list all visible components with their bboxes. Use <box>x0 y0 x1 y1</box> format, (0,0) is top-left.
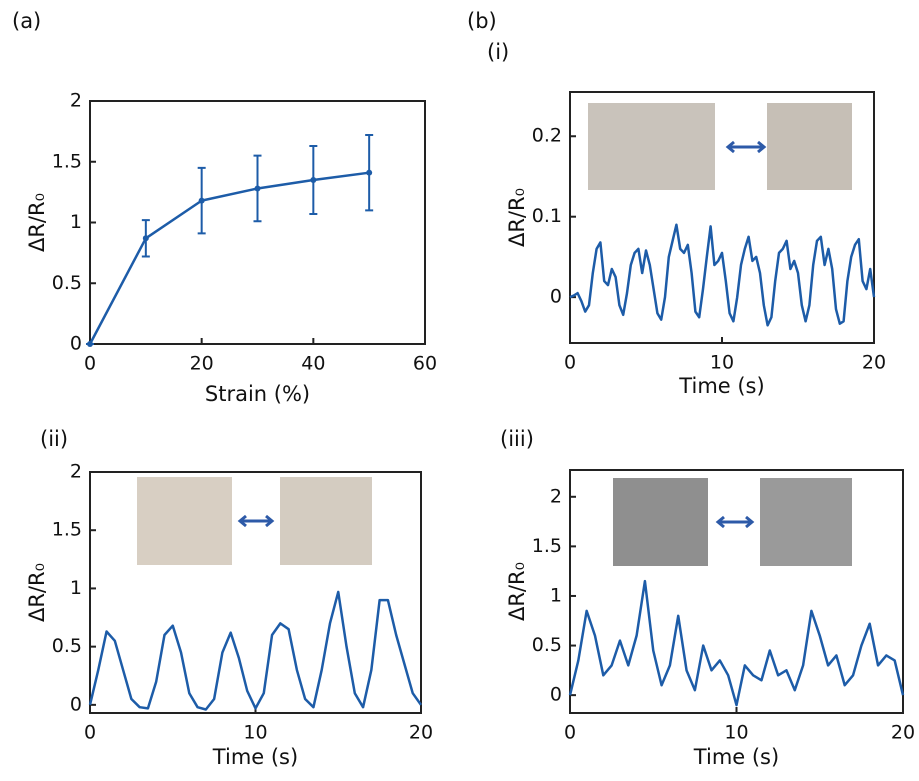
panel-label: (a) <box>12 9 41 33</box>
arrow <box>718 517 752 527</box>
x-tick-label: 20 <box>862 352 886 374</box>
figure: 020406000.511.52Strain (%)ΔR/R₀(a)010200… <box>0 0 919 781</box>
y-tick-label: 1.5 <box>52 150 82 172</box>
photo <box>767 103 852 190</box>
y-tick-label: 0 <box>70 693 82 715</box>
x-tick-label: 10 <box>710 352 734 374</box>
arrow <box>728 142 764 152</box>
group-label: (b) <box>467 9 497 33</box>
x-axis-label: Time (s) <box>678 374 764 398</box>
y-tick-label: 0.5 <box>52 635 82 657</box>
x-tick-label: 0 <box>564 352 576 374</box>
y-tick-label: 1 <box>550 584 562 606</box>
photo <box>137 477 232 565</box>
insets <box>137 103 852 566</box>
x-tick-label: 60 <box>413 353 437 375</box>
y-tick-label: 0 <box>70 333 82 355</box>
y-tick-label: 0.2 <box>532 125 562 147</box>
y-tick-label: 0 <box>550 684 562 706</box>
data-line <box>570 581 903 705</box>
panel-label: (iii) <box>500 427 534 451</box>
photo <box>280 477 372 565</box>
data-point <box>366 170 372 176</box>
data-line <box>90 173 369 344</box>
x-tick-label: 0 <box>84 722 96 744</box>
x-tick-label: 0 <box>564 722 576 744</box>
y-tick-label: 1 <box>70 211 82 233</box>
y-tick-label: 0.5 <box>532 634 562 656</box>
y-tick-label: 2 <box>550 485 562 507</box>
data-point <box>87 341 93 347</box>
data-point <box>143 235 149 241</box>
data-line <box>90 592 421 710</box>
y-axis-label: ΔR/R₀ <box>505 562 529 621</box>
arrow <box>240 516 272 526</box>
y-tick-label: 1 <box>70 577 82 599</box>
x-axis-label: Strain (%) <box>205 382 310 406</box>
y-tick-label: 2 <box>70 461 82 483</box>
y-axis-label: ΔR/R₀ <box>505 188 529 247</box>
x-tick-label: 20 <box>409 722 433 744</box>
x-tick-label: 10 <box>243 722 267 744</box>
x-axis-label: Time (s) <box>693 745 779 769</box>
data-point <box>199 198 205 204</box>
photo <box>613 478 708 566</box>
data-point <box>255 185 261 191</box>
panel-label: (i) <box>487 40 509 64</box>
photo <box>760 478 852 566</box>
x-tick-label: 40 <box>301 353 325 375</box>
y-tick-label: 0.1 <box>532 205 562 227</box>
y-tick-label: 2 <box>70 90 82 112</box>
data-point <box>310 177 316 183</box>
y-axis-label: ΔR/R₀ <box>25 563 49 622</box>
x-tick-label: 20 <box>891 722 915 744</box>
y-tick-label: 1.5 <box>52 519 82 541</box>
x-axis-label: Time (s) <box>212 745 298 769</box>
y-tick-label: 1.5 <box>532 535 562 557</box>
x-tick-label: 0 <box>84 353 96 375</box>
photo <box>588 103 715 190</box>
panel-label: (ii) <box>40 427 68 451</box>
x-tick-label: 20 <box>190 353 214 375</box>
y-axis-label: ΔR/R₀ <box>25 193 49 252</box>
axes-frame <box>90 101 425 344</box>
x-tick-label: 10 <box>724 722 748 744</box>
y-tick-label: 0 <box>550 286 562 308</box>
data-line <box>570 225 874 326</box>
y-tick-label: 0.5 <box>52 272 82 294</box>
